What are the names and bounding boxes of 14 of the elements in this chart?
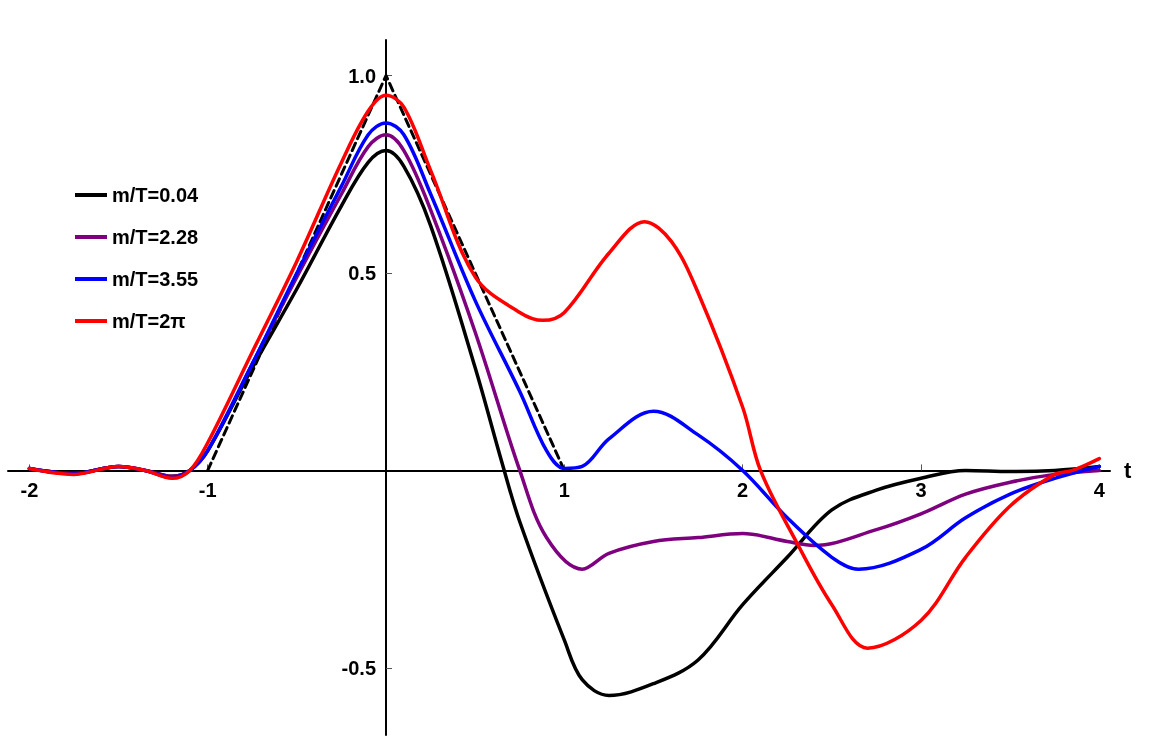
x-tick-label: 3 bbox=[915, 479, 927, 502]
y-tick-label: -0.5 bbox=[341, 656, 377, 679]
legend-label: m/T=0.04 bbox=[112, 184, 200, 206]
legend-label: m/T=2.28 bbox=[112, 226, 199, 248]
legend-label: m/T=2π bbox=[112, 310, 186, 332]
x-tick-label: 2 bbox=[737, 479, 749, 502]
x-tick-label: -2 bbox=[20, 479, 39, 502]
y-tick-label: 1.0 bbox=[348, 64, 377, 87]
x-tick-label: -1 bbox=[198, 479, 217, 502]
x-axis-title: t bbox=[1124, 457, 1132, 483]
legend-label: m/T=3.55 bbox=[112, 268, 199, 290]
x-tick-label: 1 bbox=[558, 479, 570, 502]
y-tick-label: 0.5 bbox=[348, 261, 377, 284]
x-tick-label: 4 bbox=[1093, 479, 1106, 502]
